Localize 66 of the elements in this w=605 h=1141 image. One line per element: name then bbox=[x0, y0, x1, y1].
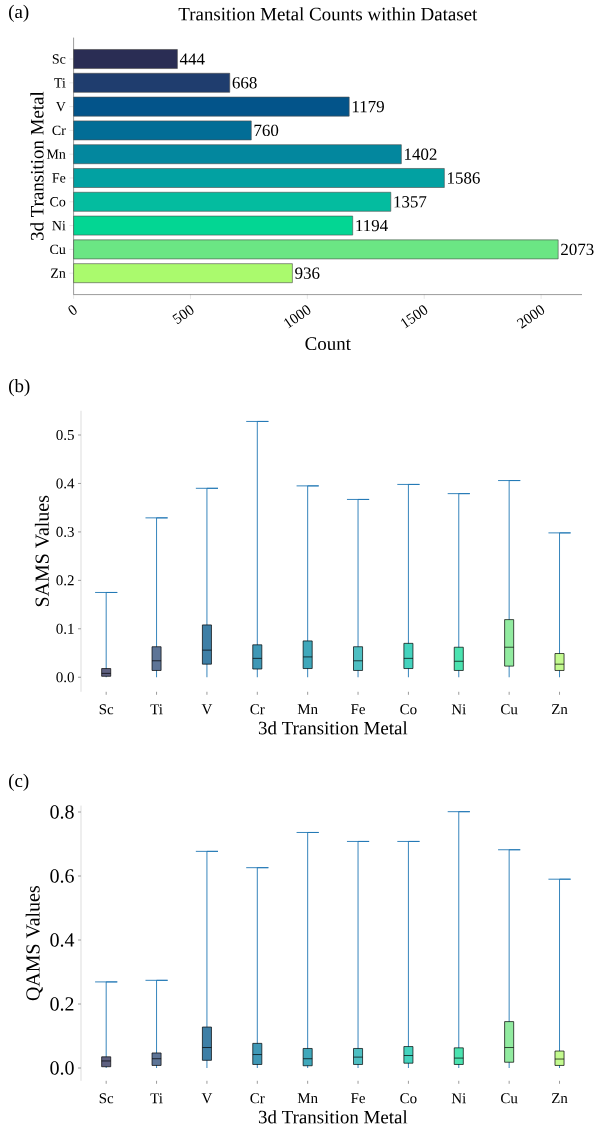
chart-title: Transition Metal Counts within Dataset bbox=[178, 7, 478, 21]
data-label: 1194 bbox=[356, 219, 388, 232]
x-tick-label: Mn bbox=[297, 1093, 318, 1104]
x-tick-label: Sc bbox=[99, 704, 114, 715]
x-axis-title: Count bbox=[305, 337, 351, 351]
x-tick-label: Ni bbox=[451, 1093, 466, 1104]
y-tick-label: 0.8 bbox=[50, 805, 74, 819]
y-tick-label: Sc bbox=[52, 54, 66, 64]
text: (b) bbox=[9, 379, 30, 397]
y-tick-label: Ti bbox=[54, 78, 66, 88]
x-tick-label: 1500 bbox=[400, 305, 428, 329]
y-tick-label: 0.2 bbox=[50, 997, 74, 1011]
x-tick-label: Mn bbox=[297, 704, 318, 715]
y-axis-title: 3d Transition Metal bbox=[30, 91, 44, 241]
y-tick-label: Cr bbox=[52, 125, 66, 136]
x-tick-label: Cu bbox=[501, 704, 518, 715]
x-tick-label: Cr bbox=[250, 704, 265, 715]
data-label: 936 bbox=[295, 267, 320, 279]
y-tick-label: 0.2 bbox=[56, 575, 74, 586]
text: (c) bbox=[9, 773, 29, 791]
y-tick-label: Zn bbox=[51, 268, 66, 278]
x-axis-title: 3d Transition Metal bbox=[258, 1110, 408, 1124]
x-tick-label: Co bbox=[400, 704, 417, 715]
x-tick-label: Fe bbox=[351, 1093, 365, 1104]
x-tick-label: Zn bbox=[551, 1093, 568, 1104]
x-tick-label: Zn bbox=[551, 704, 568, 715]
data-label: 2073 bbox=[561, 243, 594, 256]
y-tick-label: 0.5 bbox=[56, 429, 74, 441]
x-tick-label: Ni bbox=[451, 704, 466, 715]
x-tick-label: 1000 bbox=[284, 305, 311, 329]
x-tick-label: 0 bbox=[68, 305, 77, 315]
data-label: 444 bbox=[179, 53, 205, 65]
y-tick-label: 0.6 bbox=[50, 869, 74, 883]
data-label: 1357 bbox=[394, 196, 427, 208]
x-tick-label: Cu bbox=[501, 1093, 518, 1104]
y-tick-label: Fe bbox=[52, 173, 66, 183]
y-tick-label: Cu bbox=[50, 244, 66, 255]
y-axis-title: SAMS Values bbox=[34, 495, 49, 607]
y-axis-title: QAMS Values bbox=[25, 886, 43, 1001]
y-tick-label: 0.1 bbox=[56, 623, 74, 634]
x-axis-title: 3d Transition Metal bbox=[258, 721, 408, 735]
x-tick-label: Fe bbox=[351, 704, 365, 715]
y-tick-label: 0.3 bbox=[56, 526, 74, 537]
y-tick-label: 0.0 bbox=[56, 672, 74, 683]
x-tick-label: Cr bbox=[250, 1093, 265, 1104]
y-tick-label: V bbox=[55, 101, 66, 112]
x-tick-label: Co bbox=[400, 1093, 417, 1104]
y-tick-label: 0.4 bbox=[50, 933, 75, 947]
y-tick-label: Mn bbox=[46, 149, 66, 159]
data-label: 1586 bbox=[448, 172, 480, 184]
y-tick-label: 0.4 bbox=[56, 478, 75, 489]
data-label: 668 bbox=[232, 77, 257, 89]
x-tick-label: V bbox=[201, 1093, 213, 1104]
x-tick-label: 500 bbox=[172, 305, 194, 325]
x-tick-label: 2000 bbox=[516, 305, 545, 329]
y-tick-label: Ni bbox=[52, 220, 66, 231]
x-tick-label: Ti bbox=[150, 1093, 163, 1104]
y-tick-label: 0.0 bbox=[50, 1061, 74, 1075]
x-tick-label: V bbox=[201, 704, 213, 715]
x-tick-label: Ti bbox=[150, 704, 163, 715]
data-label: 1402 bbox=[405, 148, 437, 160]
data-label: 1179 bbox=[352, 100, 384, 113]
y-tick-label: Co bbox=[50, 197, 66, 207]
data-label: 760 bbox=[254, 124, 279, 137]
x-tick-label: Sc bbox=[99, 1093, 114, 1104]
text: (a) bbox=[9, 4, 29, 22]
